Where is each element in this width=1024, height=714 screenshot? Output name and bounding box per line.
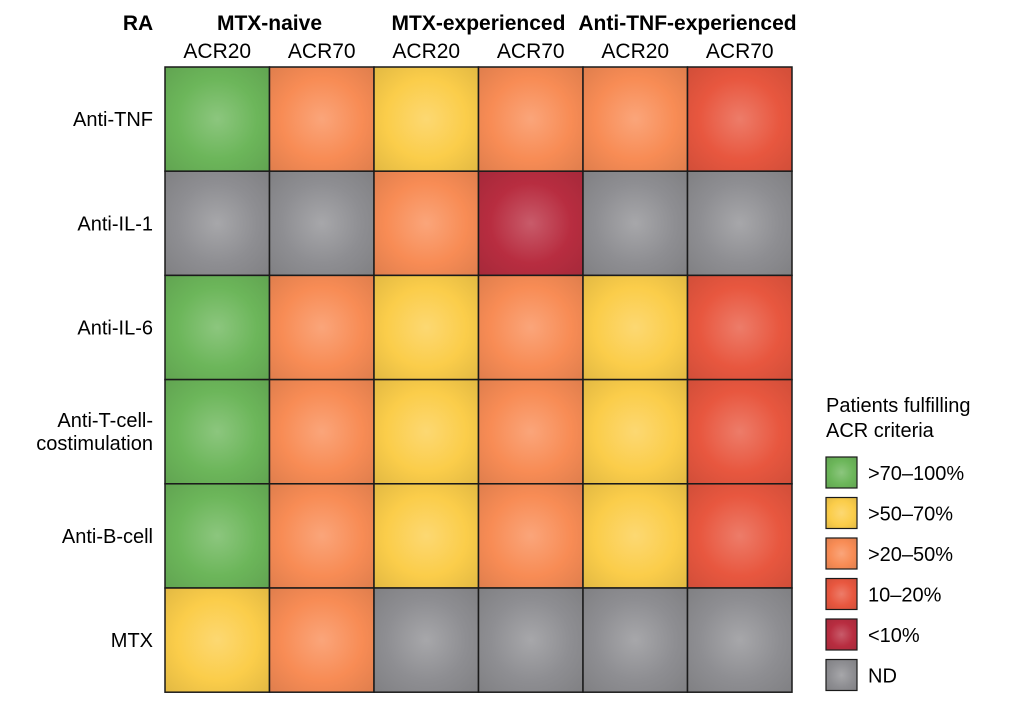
row-label-anti-b-cell: Anti-B-cell [62,526,153,548]
column-headers: RA MTX-naive MTX-experienced Anti-TNF-exper… [123,12,797,63]
column-header-anti-tnf-experienced-acr70: ACR70 [706,40,774,63]
cell-anti-t-cell-costimulation-mtx-experienced-acr20 [373,378,480,485]
legend-label-2: >50–70% [868,504,953,526]
legend-swatch-nd [825,658,858,692]
legend-swatch-50-70 [825,496,858,530]
cell-anti-il-6-anti-tnf-experienced-acr20 [582,274,689,381]
row-label-anti-il-6: Anti-IL-6 [77,318,153,340]
legend-label-6: ND [868,666,897,688]
group-header-anti-tnf-experienced: Anti-TNF-experienced [578,12,796,35]
group-header-mtx-naive: MTX-naive [217,12,322,35]
cell-anti-t-cell-costimulation-mtx-naive-acr70 [268,378,375,485]
cell-anti-b-cell-anti-tnf-experienced-acr70 [686,483,793,589]
cell-anti-tnf-mtx-experienced-acr20 [373,66,480,172]
cell-mtx-anti-tnf-experienced-acr70 [686,587,793,693]
group-header-mtx-experienced: MTX-experienced [392,12,566,35]
legend-label-1: >70–100% [868,463,964,485]
cell-anti-il-1-mtx-naive-acr20 [164,170,271,277]
cell-mtx-mtx-experienced-acr70 [477,587,584,693]
cell-anti-tnf-mtx-experienced-acr70 [477,66,584,172]
row-label-anti-il-1: Anti-IL-1 [77,213,153,235]
legend-swatch-lt-10 [825,618,858,651]
column-header-mtx-experienced-acr20: ACR20 [392,40,460,63]
corner-label: RA [123,12,153,35]
legend-label-3: >20–50% [868,544,953,566]
cell-anti-b-cell-mtx-experienced-acr70 [477,483,584,589]
cell-anti-b-cell-mtx-experienced-acr20 [373,483,480,589]
legend-swatch-20-50 [825,537,858,570]
cell-anti-t-cell-costimulation-anti-tnf-experienced-acr70 [686,378,793,485]
column-header-mtx-naive-acr20: ACR20 [183,40,251,63]
cell-anti-t-cell-costimulation-mtx-experienced-acr70 [477,378,584,485]
row-label-anti-t-cell-costimulation: Anti-T-cell-costimulation [36,410,153,455]
cell-anti-il-1-anti-tnf-experienced-acr20 [582,170,689,277]
cell-mtx-mtx-experienced-acr20 [373,587,480,693]
heatmap-cells [164,66,793,693]
cell-anti-il-6-anti-tnf-experienced-acr70 [686,274,793,381]
cell-anti-tnf-mtx-naive-acr20 [164,66,271,172]
cell-anti-il-6-mtx-experienced-acr20 [373,274,480,381]
cell-anti-il-1-anti-tnf-experienced-acr70 [686,170,793,277]
legend-label-5: <10% [868,625,920,647]
cell-anti-b-cell-anti-tnf-experienced-acr20 [582,483,689,589]
column-header-anti-tnf-experienced-acr20: ACR20 [601,40,669,63]
legend: Patients fulfilling ACR criteria >70–100% >… [825,395,971,692]
legend-swatch-70-100 [825,456,858,489]
cell-anti-t-cell-costimulation-anti-tnf-experienced-acr20 [582,378,689,485]
row-label-anti-tnf: Anti-TNF [73,109,153,131]
cell-mtx-anti-tnf-experienced-acr20 [582,587,689,693]
cell-anti-il-6-mtx-naive-acr70 [268,274,375,381]
cell-anti-b-cell-mtx-naive-acr70 [268,483,375,589]
cell-anti-il-1-mtx-naive-acr70 [268,170,375,277]
legend-title: Patients fulfilling ACR criteria [826,395,971,442]
cell-anti-b-cell-mtx-naive-acr20 [164,483,271,589]
cell-anti-il-1-mtx-experienced-acr70 [477,170,584,277]
cell-anti-tnf-mtx-naive-acr70 [268,66,375,172]
cell-anti-t-cell-costimulation-mtx-naive-acr20 [164,378,271,485]
legend-swatch-10-20 [825,577,858,611]
row-label-mtx: MTX [111,630,153,652]
legend-label-4: 10–20% [868,585,942,607]
column-header-mtx-experienced-acr70: ACR70 [497,40,565,63]
cell-anti-il-6-mtx-naive-acr20 [164,274,271,381]
cell-anti-tnf-anti-tnf-experienced-acr70 [686,66,793,172]
cell-mtx-mtx-naive-acr70 [268,587,375,693]
cell-anti-il-6-mtx-experienced-acr70 [477,274,584,381]
cell-anti-tnf-anti-tnf-experienced-acr20 [582,66,689,172]
cell-mtx-mtx-naive-acr20 [164,587,271,693]
column-header-mtx-naive-acr70: ACR70 [288,40,356,63]
cell-anti-il-1-mtx-experienced-acr20 [373,170,480,277]
row-labels: Anti-TNF Anti-IL-1 Anti-IL-6 Anti-T-cell-co… [36,109,153,652]
